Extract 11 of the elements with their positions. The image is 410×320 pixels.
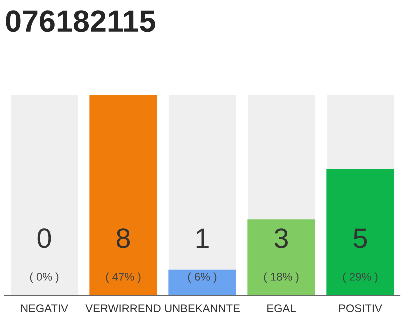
x-tick-label: VERWIRREND xyxy=(86,304,161,312)
data-label: 5 ( 29% ) xyxy=(343,228,378,284)
x-tick-label: EGAL xyxy=(268,304,296,312)
data-label: 8 ( 47% ) xyxy=(106,228,141,284)
data-label: 1 ( 6% ) xyxy=(188,228,217,284)
data-label: 3 ( 18% ) xyxy=(264,228,299,284)
x-tick-label: POSITIV xyxy=(339,304,382,312)
x-tick-label: NEGATIV xyxy=(21,304,68,312)
chart-title: 076182115 xyxy=(6,10,156,32)
x-tick-label: UNBEKANNTE xyxy=(165,304,240,312)
data-label: 0 ( 0% ) xyxy=(30,228,59,284)
